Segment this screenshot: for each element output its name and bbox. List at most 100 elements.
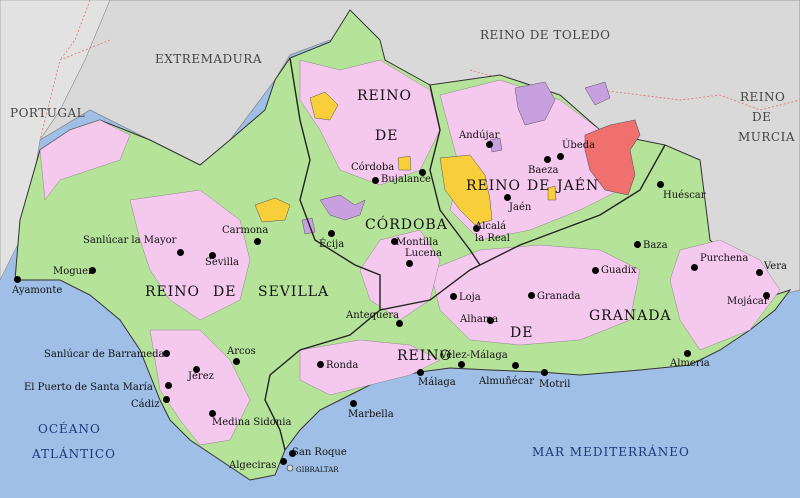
city-arcos: Arcos xyxy=(227,346,256,357)
sea-mediterraneo: MAR MEDITERRÁNEO xyxy=(532,445,690,459)
senorio-area-malaga xyxy=(299,339,441,396)
sea-oceano: OCÉANO xyxy=(38,422,101,436)
city-san-roque: San Roque xyxy=(292,447,347,458)
kingdom-jaen-name: JAÉN xyxy=(557,178,600,194)
city-antequera: Antequera xyxy=(346,310,400,321)
city-alhama: Alhama xyxy=(460,314,499,325)
sea-atlantico: ATLÁNTICO xyxy=(32,447,116,461)
city-algeciras: Algeciras xyxy=(229,460,277,471)
city-velez-malaga: Vélez-Málaga xyxy=(440,350,508,361)
city-dot xyxy=(406,260,413,267)
city-dot xyxy=(528,292,535,299)
city-andujar: Andújar xyxy=(459,130,500,141)
region-reino-murcia-line2: DE xyxy=(752,110,772,124)
kingdom-border-sevilla-cordoba xyxy=(264,57,381,451)
city-dot xyxy=(317,361,324,368)
territory-gibraltar: GIBRALTAR xyxy=(296,466,339,474)
senorio-area-granada xyxy=(429,244,641,346)
city-purchena: Purchena xyxy=(700,253,749,264)
city-ayamonte: Ayamonte xyxy=(12,285,63,296)
city-loja: Loja xyxy=(459,292,481,303)
city-carmona: Carmona xyxy=(222,225,269,236)
city-dot xyxy=(14,276,21,283)
order-area-north xyxy=(309,91,339,121)
kingdom-cordoba-de: DE xyxy=(375,128,399,144)
city-dot xyxy=(756,269,763,276)
region-extremadura: EXTREMADURA xyxy=(155,52,262,66)
city-jaen: Jaén xyxy=(509,202,532,213)
city-jerez: Jerez xyxy=(188,371,214,382)
city-dot xyxy=(486,141,493,148)
city-dot xyxy=(163,396,170,403)
gibraltar-enclave xyxy=(286,464,294,472)
kingdom-sevilla-reino: REINO xyxy=(145,284,201,300)
internal-border-north xyxy=(39,0,800,141)
abadengo-area-3 xyxy=(319,194,366,221)
city-ubeda: Úbeda xyxy=(562,140,596,151)
kingdom-jaen-de: DE xyxy=(527,178,551,194)
city-dot xyxy=(372,177,379,184)
city-dot xyxy=(691,264,698,271)
city-dot xyxy=(89,267,96,274)
city-lucena: Lucena xyxy=(405,248,443,259)
city-almeria: Almería xyxy=(670,358,710,369)
kingdom-granada-name: GRANADA xyxy=(589,308,672,324)
region-reino-murcia-line1: REINO xyxy=(740,90,786,104)
city-dot xyxy=(504,194,511,201)
city-dot xyxy=(592,267,599,274)
city-dot xyxy=(177,249,184,256)
order-area-martos xyxy=(439,154,493,226)
city-montilla: Montilla xyxy=(396,237,439,248)
city-dot xyxy=(209,252,216,259)
kingdom-border-granada xyxy=(379,144,666,311)
city-cadiz: Cádiz xyxy=(131,399,160,410)
city-bujalance: Bujalance xyxy=(381,174,431,185)
order-area-jaen xyxy=(547,185,557,201)
city-dot xyxy=(657,181,664,188)
city-guadix: Guadix xyxy=(601,265,637,276)
city-motril: Motril xyxy=(539,379,571,390)
city-dot xyxy=(391,238,398,245)
city-dot xyxy=(419,169,426,176)
city-dot xyxy=(254,238,261,245)
city-sanlucar-mayor: Sanlúcar la Mayor xyxy=(83,235,177,246)
city-moguer: Moguer xyxy=(53,266,93,277)
city-dot xyxy=(544,156,551,163)
city-dot xyxy=(458,361,465,368)
abadengo-area-1 xyxy=(514,81,556,126)
city-dot xyxy=(280,458,287,465)
city-sevilla: Sevilla xyxy=(205,257,239,268)
city-puerto-santa-maria: El Puerto de Santa María xyxy=(24,382,153,393)
city-cordoba: Córdoba xyxy=(351,162,395,173)
city-vera: Vera xyxy=(764,261,787,272)
city-dot xyxy=(233,358,240,365)
city-alcala-line2: la Real xyxy=(475,233,510,244)
city-dot xyxy=(193,366,200,373)
city-sanlucar-barrameda: Sanlúcar de Barrameda xyxy=(44,349,165,360)
city-medina-sidonia: Medina Sidonia xyxy=(212,417,292,428)
city-dot xyxy=(328,230,335,237)
city-dot xyxy=(350,400,357,407)
city-dot xyxy=(684,350,691,357)
region-portugal: PORTUGAL xyxy=(10,106,86,120)
city-mojacar: Mojácar xyxy=(727,296,769,307)
city-malaga: Málaga xyxy=(418,377,456,388)
senorio-area-sevilla xyxy=(129,189,251,321)
kingdom-granada-reino: REINO xyxy=(397,348,453,364)
order-area-bujalance xyxy=(397,155,412,171)
city-alcala-line1: Alcalá xyxy=(475,221,507,232)
kingdom-sevilla-de: DE xyxy=(213,284,237,300)
city-marbella: Marbella xyxy=(348,409,394,420)
city-dot xyxy=(557,153,564,160)
city-baza: Baza xyxy=(643,240,668,251)
city-dot xyxy=(289,450,296,457)
city-dot xyxy=(763,292,770,299)
city-huescar: Huéscar xyxy=(663,190,706,201)
city-dot xyxy=(396,320,403,327)
city-dot xyxy=(209,410,216,417)
kingdom-border-cordoba-jaen xyxy=(429,84,481,266)
city-almunecar: Almuñécar xyxy=(479,376,535,387)
city-dot xyxy=(165,382,172,389)
city-dot xyxy=(417,369,424,376)
